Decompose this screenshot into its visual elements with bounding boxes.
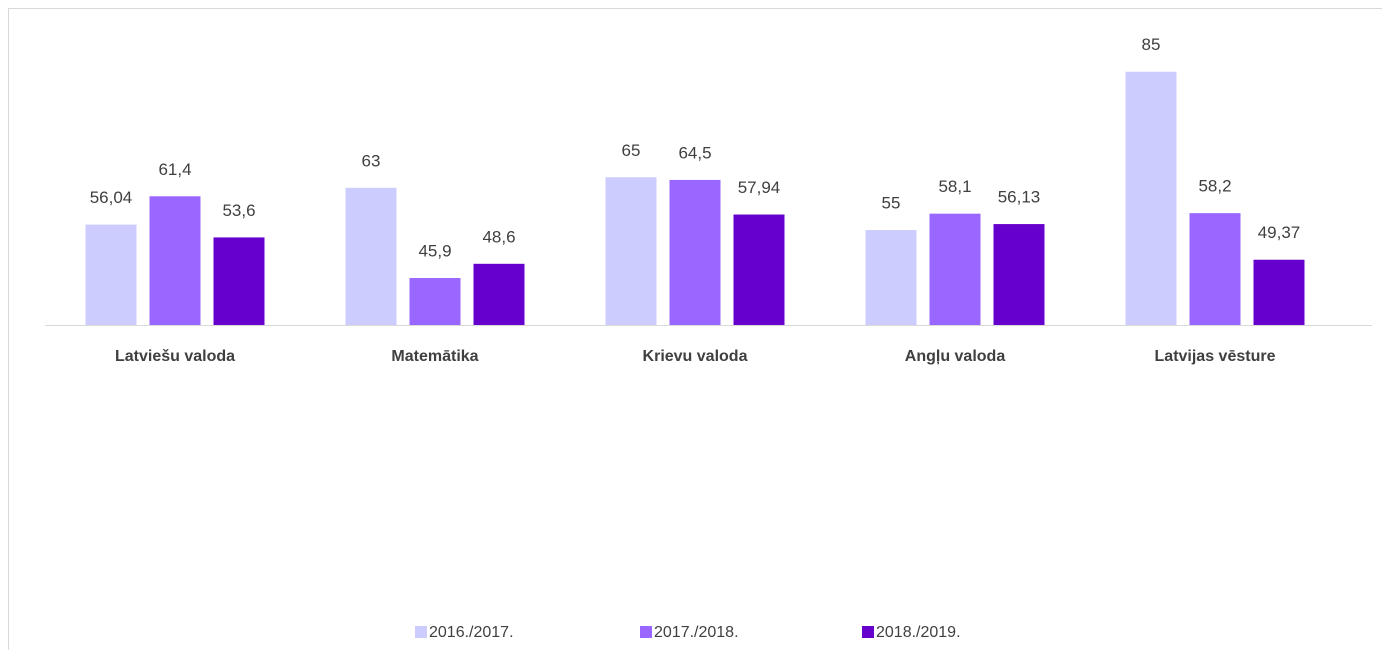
legend-swatch [415, 626, 427, 638]
bar [213, 237, 265, 325]
bar [605, 177, 657, 325]
value-label: 85 [1142, 35, 1161, 54]
x-tick-label: Latviešu valoda [115, 348, 235, 365]
x-tick-label: Latvijas vēsture [1155, 348, 1276, 365]
value-label: 56,13 [998, 188, 1041, 207]
value-label: 57,94 [738, 178, 781, 197]
bar [733, 214, 785, 325]
legend-label: 2018./2019. [876, 624, 961, 641]
legend-swatch [862, 626, 874, 638]
bar [473, 263, 525, 325]
value-label: 55 [882, 194, 901, 213]
value-label: 53,6 [222, 201, 255, 220]
value-label: 65 [622, 141, 641, 160]
x-tick-label: Angļu valoda [905, 348, 1006, 365]
value-label: 48,6 [482, 227, 515, 246]
value-label: 58,2 [1198, 177, 1231, 196]
bar [345, 187, 397, 325]
bar [1253, 259, 1305, 325]
value-label: 45,9 [418, 242, 451, 261]
chart-border [8, 8, 1382, 650]
bar [865, 230, 917, 325]
x-tick-label: Matemātika [391, 348, 478, 365]
value-label: 58,1 [938, 177, 971, 196]
bar [993, 224, 1045, 325]
legend-label: 2016./2017. [429, 624, 514, 641]
bar [85, 224, 137, 325]
bar [1125, 71, 1177, 325]
x-tick-label: Krievu valoda [643, 348, 748, 365]
bar [149, 196, 201, 325]
bar [409, 278, 461, 325]
value-label: 63 [362, 151, 381, 170]
legend-label: 2017./2018. [654, 624, 739, 641]
bar [1189, 213, 1241, 325]
value-label: 61,4 [158, 160, 191, 179]
value-label: 56,04 [90, 188, 133, 207]
value-label: 64,5 [678, 143, 711, 162]
value-label: 49,37 [1258, 223, 1301, 242]
bar [669, 179, 721, 325]
bar [929, 213, 981, 325]
legend-swatch [640, 626, 652, 638]
